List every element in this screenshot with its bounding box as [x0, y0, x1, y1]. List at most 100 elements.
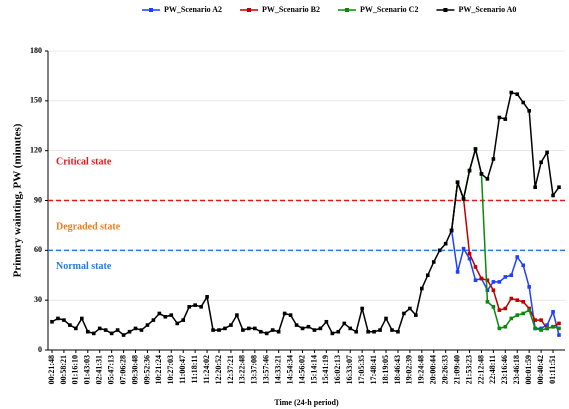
point: [509, 90, 514, 95]
point: [557, 326, 561, 331]
point: [139, 328, 144, 332]
x-tick-label: 11:18:11: [190, 355, 199, 383]
point: [270, 328, 275, 332]
point: [348, 326, 353, 331]
x-tick-label: 21:09:40: [452, 355, 461, 384]
y-tick-label: 90: [34, 195, 42, 204]
point: [497, 326, 502, 331]
x-tick-label: 17:05:35: [357, 355, 366, 384]
point: [551, 309, 555, 314]
point: [509, 316, 514, 321]
legend-label: PW_Scenario C2: [360, 5, 418, 14]
x-tick-label: 13:37:08: [250, 355, 259, 384]
point: [205, 295, 209, 299]
point: [455, 180, 460, 185]
y-tick-label: 0: [38, 345, 42, 354]
point: [103, 328, 108, 332]
legend-marker: [149, 8, 153, 12]
point: [503, 306, 508, 311]
x-tick-label: 18:19:05: [381, 355, 390, 384]
point: [557, 333, 561, 337]
point: [503, 275, 508, 279]
x-tick-label: 15:41:19: [321, 355, 330, 384]
point: [50, 319, 54, 324]
x-tick-label: 23:46:18: [512, 355, 521, 384]
x-tick-label: 16:02:13: [333, 355, 342, 384]
point: [74, 326, 78, 331]
threshold-label: Critical state: [56, 157, 112, 168]
y-tick-label: 30: [34, 295, 42, 304]
point: [521, 100, 526, 105]
point: [366, 329, 370, 334]
point: [527, 109, 531, 113]
x-tick-label: 01:16:10: [71, 355, 80, 384]
point: [473, 278, 478, 283]
point: [282, 311, 287, 316]
point: [557, 185, 561, 190]
x-tick-label: 00:40:42: [536, 355, 545, 384]
point: [56, 316, 60, 321]
point: [163, 314, 168, 319]
point: [533, 318, 537, 322]
x-tick-label: 00:58:21: [59, 355, 68, 384]
point: [408, 306, 412, 311]
point: [318, 326, 323, 331]
x-tick-label: 01:11:51: [548, 355, 557, 384]
point: [145, 323, 150, 327]
legend-label: PW_Scenario A0: [458, 5, 516, 14]
x-tick-label: 14:54:34: [285, 355, 294, 384]
x-tick-label: 19:24:48: [417, 355, 426, 384]
point: [509, 273, 514, 278]
point: [485, 278, 490, 283]
point: [229, 323, 233, 327]
point: [306, 324, 311, 329]
y-axis-label: Primary wainting, PW (minutes): [12, 123, 24, 277]
point: [521, 263, 526, 268]
point: [515, 298, 520, 302]
point: [467, 251, 472, 256]
point: [324, 319, 329, 324]
point: [485, 300, 490, 304]
point: [384, 316, 388, 321]
point: [264, 331, 269, 336]
point: [175, 321, 180, 326]
point: [133, 326, 138, 331]
point: [62, 318, 66, 322]
point: [276, 329, 281, 334]
legend-label: PW_Scenario B2: [262, 5, 320, 14]
x-tick-label: 05:47:13: [106, 355, 115, 384]
x-tick-label: 22:48:11: [488, 355, 497, 384]
point: [527, 285, 531, 289]
legend-marker: [443, 8, 448, 12]
y-tick-label: 120: [30, 145, 42, 154]
point: [479, 172, 484, 176]
point: [390, 328, 394, 332]
y-tick-label: 60: [34, 245, 42, 254]
point: [420, 286, 424, 291]
point: [467, 168, 472, 173]
point: [80, 316, 84, 321]
point: [431, 260, 436, 264]
point: [491, 305, 496, 309]
point: [157, 311, 162, 316]
point: [121, 333, 126, 337]
x-tick-label: 14:33:21: [273, 355, 282, 384]
point: [527, 308, 531, 312]
point: [241, 328, 245, 332]
point: [193, 303, 197, 307]
x-tick-label: 20:26:33: [440, 355, 449, 384]
point: [68, 323, 72, 327]
point: [187, 305, 191, 309]
point: [181, 318, 186, 322]
point: [533, 185, 537, 190]
point: [443, 241, 448, 246]
point: [473, 265, 478, 269]
x-tick-label: 13:57:46: [262, 355, 271, 384]
point: [91, 331, 96, 336]
point: [461, 246, 466, 251]
point: [449, 228, 454, 233]
point: [414, 313, 418, 317]
point: [85, 329, 90, 334]
point: [557, 321, 561, 326]
point: [485, 177, 490, 181]
